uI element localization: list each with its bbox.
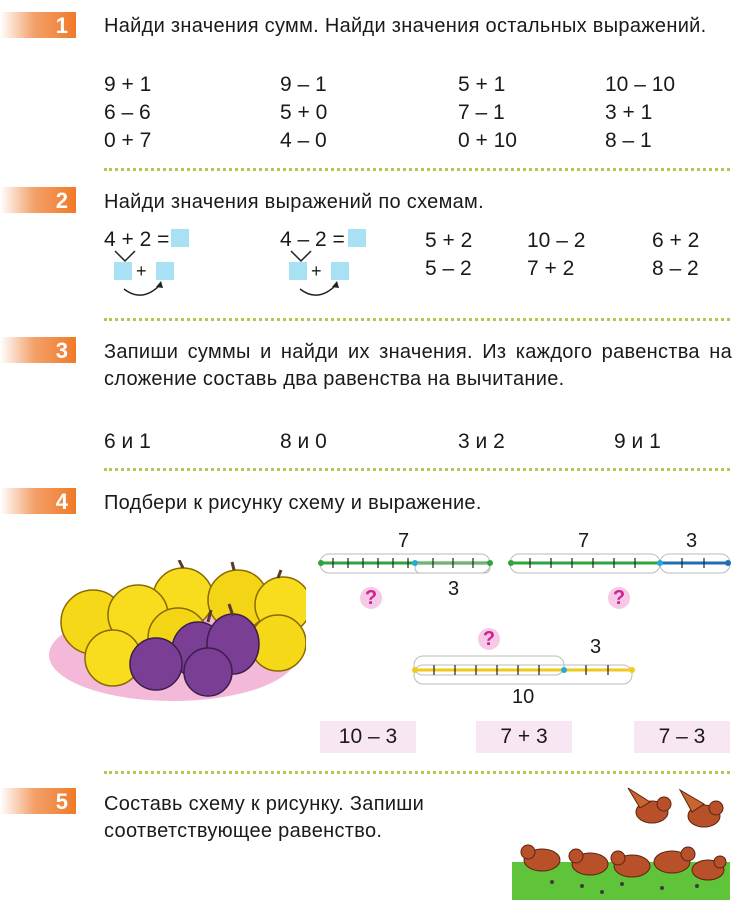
expression: 4 – 0 <box>280 129 327 152</box>
task-1-text: Найди значения сумм. Найди значения оста… <box>104 15 707 37</box>
expression: 9 + 1 <box>104 73 152 96</box>
expression-choice[interactable]: 7 + 3 <box>476 721 572 753</box>
expression: 5 + 1 <box>458 73 506 96</box>
answer-box[interactable] <box>171 229 189 247</box>
segment-scheme <box>318 553 493 574</box>
expression: 7 + 2 <box>527 257 575 280</box>
expression: 3 + 1 <box>605 101 653 124</box>
scheme-expression: 4 – 2 = <box>280 228 345 251</box>
divider <box>104 468 730 471</box>
task-number: 3 <box>55 338 68 363</box>
task-3-tab: 3 <box>0 337 76 363</box>
segment-label: 10 <box>512 686 535 708</box>
expression: 10 – 10 <box>605 73 676 96</box>
expression: 5 + 0 <box>280 101 328 124</box>
segment-label: 3 <box>590 636 602 658</box>
task-number: 2 <box>55 188 68 213</box>
fruit-plate-illustration <box>49 560 306 701</box>
task-4-tab: 4 <box>0 488 76 514</box>
expression-choice[interactable]: 10 – 3 <box>320 721 416 753</box>
decomposition-scheme <box>290 250 339 296</box>
scheme-expression: 4 + 2 = <box>104 228 170 251</box>
answer-box[interactable] <box>348 229 366 247</box>
expression: 8 – 2 <box>652 257 699 280</box>
task-2-text: Найди значения выражений по схемам. <box>104 191 484 213</box>
question-mark: ? <box>478 628 500 650</box>
expression: 0 + 7 <box>104 129 152 152</box>
number-pair: 6 и 1 <box>104 430 151 453</box>
task-number: 5 <box>55 789 68 814</box>
task-4-text: Подбери к рисунку схему и выражение. <box>104 492 482 514</box>
expression: 10 – 2 <box>527 229 586 252</box>
divider <box>104 771 730 774</box>
answer-box[interactable] <box>331 262 349 280</box>
answer-box[interactable] <box>289 262 307 280</box>
segment-label: 3 <box>448 578 460 600</box>
expression: 0 + 10 <box>458 129 517 152</box>
number-pair: 3 и 2 <box>458 430 505 453</box>
number-pair: 9 и 1 <box>614 430 661 453</box>
expression: 5 – 2 <box>425 257 472 280</box>
plus-sign: + <box>311 261 322 281</box>
expression: 5 + 2 <box>425 229 473 252</box>
segment-label: 7 <box>578 530 590 552</box>
expression: 6 – 6 <box>104 101 151 124</box>
expression: 8 – 1 <box>605 129 652 152</box>
answer-box[interactable] <box>114 262 132 280</box>
task-number: 1 <box>55 13 68 38</box>
task-3-text: Запиши суммы и найди их значения. Из каж… <box>104 341 732 390</box>
task-number: 4 <box>55 489 68 514</box>
segment-label: 7 <box>398 530 410 552</box>
divider <box>104 318 730 321</box>
expression: 9 – 1 <box>280 73 327 96</box>
task-5-text: Составь схему к рисунку. Запиши соответс… <box>104 793 425 842</box>
divider <box>104 168 730 171</box>
task-2-tab: 2 <box>0 187 76 213</box>
segment-scheme <box>508 553 731 574</box>
question-mark: ? <box>608 587 630 609</box>
segment-scheme <box>412 655 635 685</box>
expression-choice[interactable]: 7 – 3 <box>634 721 730 753</box>
task-5-tab: 5 <box>0 788 76 814</box>
task-1-tab: 1 <box>0 12 76 38</box>
number-pair: 8 и 0 <box>280 430 327 453</box>
question-mark: ? <box>360 587 382 609</box>
answer-box[interactable] <box>156 262 174 280</box>
plus-sign: + <box>136 261 147 281</box>
birds-illustration <box>512 787 730 900</box>
expression: 7 – 1 <box>458 101 505 124</box>
segment-label: 3 <box>686 530 698 552</box>
decomposition-scheme <box>114 250 163 296</box>
expression: 6 + 2 <box>652 229 700 252</box>
